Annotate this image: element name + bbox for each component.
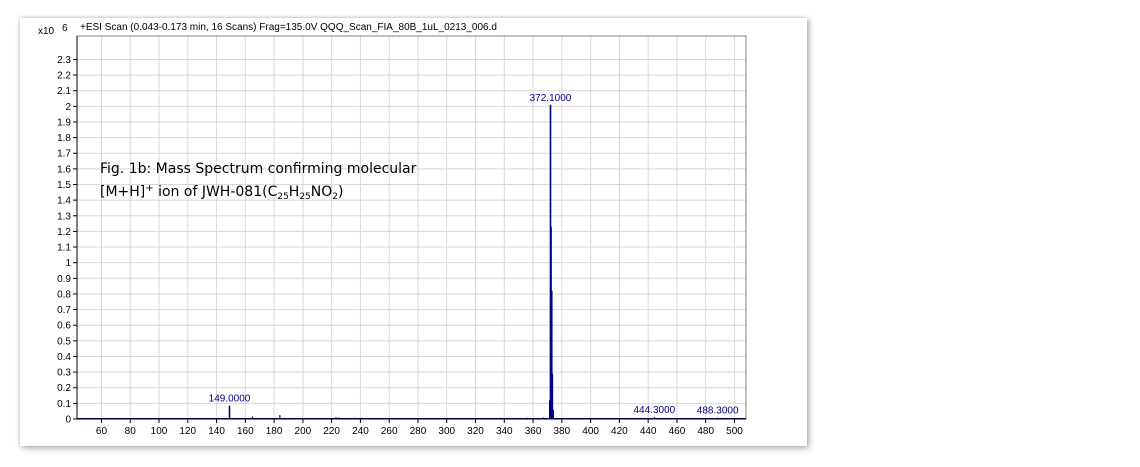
y-tick-label: 1.3	[57, 211, 71, 222]
x-tick-label: 460	[669, 426, 686, 437]
x-tick-label: 420	[611, 426, 628, 437]
y-tick-label: 1.6	[57, 164, 71, 175]
x-tick-label: 480	[697, 426, 714, 437]
axes	[76, 35, 747, 420]
x-axis-ticks: 60 80 100 120 140 160 180 200 220 240 260 280 300 320…	[96, 419, 743, 437]
x-tick-label: 300	[438, 426, 455, 437]
x-tick-label: 140	[208, 426, 225, 437]
x-tick-label: 400	[582, 426, 599, 437]
y-tick-label: 0.1	[57, 399, 71, 410]
y-tick-label: 2.1	[57, 86, 71, 97]
y-axis-ticks: 0 0.1 0.2 0.3 0.4 0.5 0.6 0.7 0.8 0.9 1 1.1 1.2 1.3 1.…	[57, 55, 77, 426]
y-tick-label: 0.2	[57, 383, 71, 394]
x-tick-label: 60	[96, 426, 108, 437]
x-tick-label: 500	[726, 426, 743, 437]
y-tick-label: 0.5	[57, 336, 71, 347]
x-tick-label: 160	[237, 426, 254, 437]
peak-label: 444.3000	[633, 405, 675, 416]
chart-frame: 0 0.1 0.2 0.3 0.4 0.5 0.6 0.7 0.8 0.9 1 1.1 1.2 1.3 1.…	[20, 18, 807, 446]
x-tick-label: 340	[496, 426, 513, 437]
peak-label: 372.1000	[530, 93, 572, 104]
y-tick-label: 0.7	[57, 305, 71, 316]
y-tick-label: 0	[65, 415, 71, 426]
scan-info: +ESI Scan (0.043-0.173 min, 16 Scans) Fr…	[80, 22, 497, 33]
caption-line-2: [M+H]+ ion of JWH-081(C25H25NO2)	[100, 183, 343, 202]
y-tick-label: 2.3	[57, 55, 71, 66]
y-tick-label: 1.2	[57, 227, 71, 238]
x-tick-label: 100	[151, 426, 168, 437]
y-tick-label: 2	[65, 102, 71, 113]
x-tick-label: 280	[410, 426, 427, 437]
x-tick-label: 180	[266, 426, 283, 437]
y-tick-label: 1.7	[57, 149, 71, 160]
peak-labels: 372.1000 149.0000 444.3000 488.3000	[209, 93, 739, 417]
grid	[77, 36, 746, 420]
x-tick-label: 120	[179, 426, 196, 437]
y-tick-label: 1.1	[57, 243, 71, 254]
x-tick-label: 220	[323, 426, 340, 437]
peak-label: 488.3000	[697, 406, 739, 417]
scale-prefix: x10	[38, 26, 55, 37]
y-tick-label: 0.4	[57, 352, 71, 363]
y-tick-label: 1.4	[57, 196, 71, 207]
y-tick-label: 1.5	[57, 180, 71, 191]
x-tick-label: 380	[554, 426, 571, 437]
peak-label: 149.0000	[209, 394, 251, 405]
scale-exponent: 6	[62, 23, 68, 34]
y-tick-label: 0.6	[57, 321, 71, 332]
y-tick-label: 1.8	[57, 133, 71, 144]
plot-border	[76, 35, 747, 420]
x-tick-label: 240	[352, 426, 369, 437]
y-tick-label: 1.9	[57, 117, 71, 128]
x-tick-label: 360	[525, 426, 542, 437]
caption-line-1: Fig. 1b: Mass Spectrum confirming molecu…	[100, 161, 417, 177]
y-tick-label: 0.9	[57, 274, 71, 285]
x-tick-label: 260	[381, 426, 398, 437]
x-tick-label: 200	[295, 426, 312, 437]
y-tick-label: 2.2	[57, 71, 71, 82]
x-tick-label: 320	[467, 426, 484, 437]
x-tick-label: 440	[640, 426, 657, 437]
y-tick-label: 1	[65, 258, 71, 269]
y-tick-label: 0.8	[57, 289, 71, 300]
x-tick-label: 80	[125, 426, 137, 437]
y-tick-label: 0.3	[57, 368, 71, 379]
mass-spectrum-chart: 0 0.1 0.2 0.3 0.4 0.5 0.6 0.7 0.8 0.9 1 1.1 1.2 1.3 1.…	[38, 22, 747, 437]
